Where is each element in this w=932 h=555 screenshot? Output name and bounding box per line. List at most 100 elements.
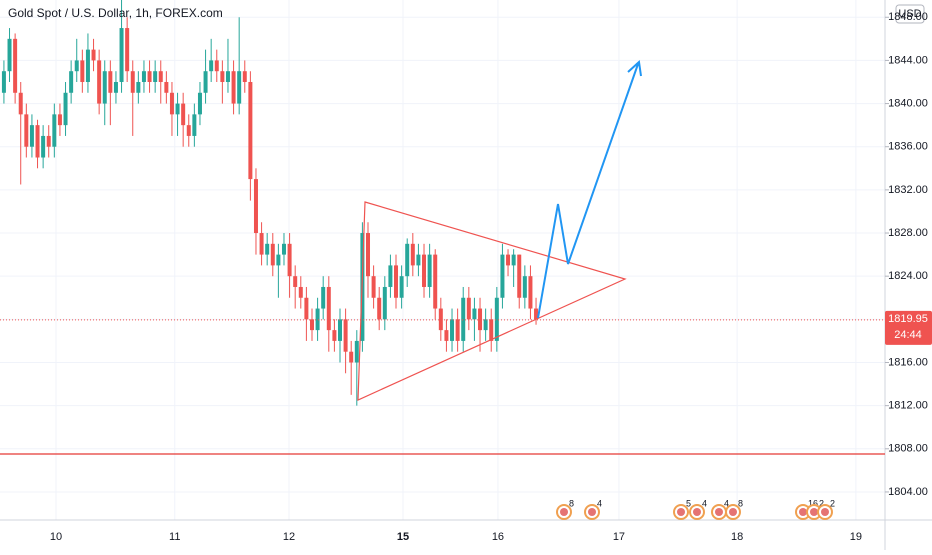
x-tick-label: 12	[283, 531, 295, 543]
candle-body	[253, 179, 258, 234]
candle-body	[214, 60, 219, 72]
candle-body	[416, 254, 421, 266]
candle-body	[231, 71, 236, 104]
candles	[1, 0, 539, 406]
event-flag	[729, 508, 737, 516]
event-count: 4	[724, 498, 729, 508]
currency-box[interactable]	[895, 4, 925, 24]
event-flag	[799, 508, 807, 516]
candle-body	[181, 103, 186, 126]
projection-arrow	[537, 63, 639, 319]
candle-body	[489, 319, 494, 341]
event-count: 16	[808, 498, 818, 508]
x-tick-label: 18	[731, 531, 743, 543]
candle-body	[18, 92, 23, 115]
candle-body	[175, 103, 180, 115]
candle-body	[108, 71, 113, 93]
candle-body	[366, 233, 371, 277]
candle-body	[41, 135, 46, 158]
triangle-pattern	[357, 201, 627, 401]
candle-body	[472, 308, 477, 320]
y-tick-label: 1824.00	[888, 270, 928, 282]
candle-body	[500, 254, 505, 298]
candle-body	[259, 233, 264, 255]
candle-body	[57, 114, 62, 126]
event-flag	[560, 508, 568, 516]
current-price-label: 1819.95	[888, 313, 928, 325]
candle-body	[517, 254, 522, 298]
candle-body	[80, 60, 85, 82]
currency-label: USD	[898, 8, 921, 20]
candle-body	[265, 243, 270, 255]
candle-body	[349, 351, 354, 363]
candle-body	[220, 71, 225, 82]
candle-body	[444, 330, 449, 341]
candle-body	[478, 308, 483, 331]
candle-body	[343, 319, 348, 352]
candle-body	[225, 71, 230, 82]
candle-body	[69, 71, 74, 93]
candle-body	[410, 243, 415, 266]
candle-body	[399, 276, 404, 298]
candle-body	[371, 276, 376, 298]
candle-body	[102, 71, 107, 104]
candle-body	[304, 297, 309, 320]
event-flag	[677, 508, 685, 516]
event-flag	[693, 508, 701, 516]
x-tick-label: 19	[850, 531, 862, 543]
y-tick-label: 1808.00	[888, 443, 928, 455]
candle-body	[427, 254, 432, 287]
candle-body	[52, 114, 57, 147]
candle-body	[534, 308, 539, 320]
candle-body	[315, 308, 320, 331]
candle-body	[405, 243, 410, 277]
candle-body	[354, 340, 359, 363]
event-count: 8	[569, 498, 574, 508]
candle-body	[46, 135, 51, 147]
event-count: 8	[738, 498, 743, 508]
candle-body	[197, 92, 202, 115]
event-count: 4	[597, 498, 602, 508]
x-tick-label: 11	[169, 531, 180, 543]
candle-body	[377, 297, 382, 320]
candle-body	[1, 71, 6, 93]
y-tick-label: 1836.00	[888, 141, 928, 153]
candle-body	[450, 319, 455, 341]
candle-body	[158, 71, 163, 82]
candle-body	[203, 71, 208, 93]
candle-body	[337, 319, 342, 341]
candle-body	[186, 125, 191, 136]
event-flag	[810, 508, 818, 516]
candle-body	[494, 297, 499, 341]
candle-body	[192, 114, 197, 136]
candle-body	[394, 265, 399, 298]
candle-body	[13, 38, 18, 93]
candle-body	[281, 243, 286, 255]
candle-body	[293, 276, 298, 287]
y-tick-label: 1828.00	[888, 227, 928, 239]
x-tick-label: 10	[50, 531, 62, 543]
event-count: 4	[702, 498, 707, 508]
candle-body	[125, 28, 130, 72]
chart-title: Gold Spot / U.S. Dollar, 1h, FOREX.com	[8, 6, 223, 20]
y-tick-label: 1832.00	[888, 184, 928, 196]
x-tick-label: 16	[492, 531, 504, 543]
candle-body	[164, 81, 169, 93]
candle-body	[169, 92, 174, 115]
candle-body	[522, 276, 527, 298]
candle-body	[332, 330, 337, 341]
y-tick-label: 1812.00	[888, 400, 928, 412]
candle-body	[141, 71, 146, 82]
candle-body	[130, 71, 135, 93]
event-count: 2	[830, 498, 835, 508]
y-tick-label: 1844.00	[888, 54, 928, 66]
candle-body	[321, 286, 326, 309]
candle-body	[438, 308, 443, 331]
candle-body	[382, 286, 387, 320]
candle-body	[466, 297, 471, 320]
candle-body	[91, 49, 96, 61]
candle-body	[97, 60, 102, 104]
x-tick-label: 17	[613, 531, 625, 543]
x-tick-label: 15	[397, 531, 409, 543]
candle-body	[298, 286, 303, 298]
